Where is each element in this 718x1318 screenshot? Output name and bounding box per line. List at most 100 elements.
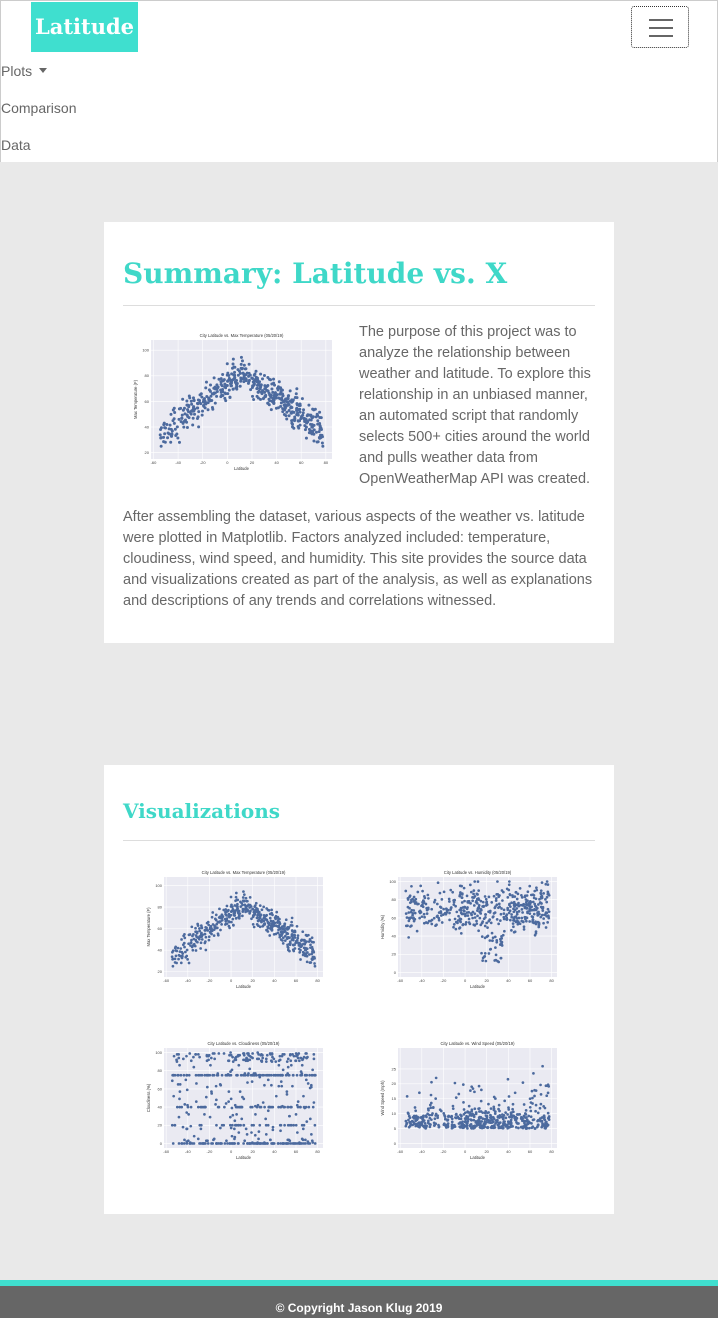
scatter-point (313, 962, 316, 965)
scatter-point (483, 924, 487, 928)
scatter-point (480, 951, 483, 955)
scatter-point (280, 930, 284, 933)
scatter-point (286, 1057, 290, 1061)
scatter-point (500, 889, 504, 892)
scatter-point (310, 1133, 313, 1136)
scatter-point (210, 405, 214, 409)
scatter-point (292, 418, 296, 422)
scatter-point (490, 1118, 494, 1122)
scatter-point (294, 939, 298, 943)
scatter-point (496, 880, 499, 883)
scatter-point (244, 373, 248, 377)
scatter-point (461, 1083, 465, 1086)
scatter-point (243, 367, 247, 371)
scatter-point (171, 419, 175, 423)
scatter-point (284, 918, 288, 922)
scatter-point (163, 432, 167, 436)
scatter-point (241, 910, 245, 913)
scatter-point (483, 951, 487, 955)
scatter-point (188, 1142, 192, 1145)
scatter-point (214, 1103, 217, 1106)
scatter-point (515, 912, 519, 916)
scatter-point (203, 1073, 207, 1077)
scatter-point (306, 1055, 309, 1059)
scatter-point (185, 420, 189, 424)
scatter-point (546, 1116, 550, 1120)
scatter-point (411, 1123, 415, 1127)
scatter-point (186, 408, 190, 412)
y-tick-label: 60 (145, 399, 150, 404)
scatter-point (219, 1083, 223, 1087)
scatter-point (490, 901, 494, 904)
scatter-point (266, 401, 270, 405)
scatter-point (463, 1117, 467, 1120)
scatter-point (210, 928, 214, 932)
scatter-point (489, 921, 493, 925)
scatter-point (411, 1120, 415, 1123)
scatter-point (256, 396, 260, 400)
temperature-plot-thumbnail[interactable]: -60 -40 -20 0 20 40 60 80 20 40 60 80 100 City Latitu… (142, 865, 327, 995)
scatter-point (207, 388, 211, 392)
scatter-point (269, 927, 272, 930)
scatter-point (282, 407, 286, 411)
scatter-point (230, 1106, 234, 1110)
brand-logo[interactable]: Latitude (31, 2, 138, 52)
scatter-point (199, 1127, 203, 1131)
scatter-point (195, 931, 199, 935)
x-tick-label: 0 (226, 460, 229, 465)
scatter-point (304, 948, 308, 952)
scatter-point (499, 940, 503, 943)
scatter-point (235, 1123, 239, 1127)
scatter-point (180, 1142, 183, 1145)
scatter-point (170, 1079, 174, 1083)
nav-comparison-link[interactable]: Comparison (1, 100, 77, 116)
scatter-point (430, 1080, 433, 1084)
scatter-point (242, 893, 246, 896)
x-tick-label: 20 (484, 978, 489, 983)
scatter-point (423, 915, 426, 919)
summary-temperature-plot[interactable]: -60 -40 -20 0 20 40 60 80 20 40 60 80 100 City Latitu… (126, 326, 336, 481)
cloudiness-plot-thumbnail[interactable]: -60 -40 -20 0 20 40 60 80 0 20 40 60 80 100 City Latit… (142, 1036, 327, 1166)
scatter-point (256, 907, 259, 911)
scatter-point (311, 1105, 315, 1109)
scatter-point (506, 1120, 510, 1124)
scatter-point (300, 1063, 304, 1067)
nav-data-link[interactable]: Data (1, 137, 31, 153)
scatter-point (543, 1106, 547, 1110)
scatter-point (205, 394, 209, 398)
scatter-point (312, 1101, 316, 1104)
scatter-point (506, 896, 510, 899)
scatter-point (237, 1123, 241, 1127)
scatter-point (533, 1088, 536, 1092)
scatter-point (234, 383, 238, 387)
scatter-point (502, 908, 506, 912)
navbar-toggle-button[interactable] (631, 6, 689, 48)
scatter-point (284, 1073, 288, 1077)
nav-plots-dropdown[interactable]: Plots (1, 62, 48, 80)
scatter-point (177, 1053, 180, 1056)
scatter-point (545, 900, 549, 904)
scatter-point (460, 1122, 463, 1126)
scatter-point (207, 935, 211, 939)
scatter-point (215, 922, 219, 926)
scatter-point (300, 397, 304, 401)
scatter-point (192, 1134, 196, 1138)
humidity-plot-thumbnail[interactable]: -60 -40 -20 0 20 40 60 80 0 20 40 60 80 100 City Latit… (376, 865, 561, 995)
scatter-point (416, 1117, 419, 1121)
scatter-point (189, 944, 192, 947)
scatter-point (494, 946, 497, 949)
scatter-point (284, 414, 288, 418)
scatter-point (188, 1052, 192, 1055)
scatter-point (509, 905, 512, 909)
scatter-point (451, 890, 455, 894)
scatter-point (491, 1120, 494, 1124)
scatter-point (236, 902, 239, 906)
scatter-point (239, 355, 243, 359)
scatter-point (473, 1090, 476, 1094)
y-tick-label: 100 (142, 348, 149, 353)
scatter-point (175, 1058, 178, 1062)
wind-speed-plot-thumbnail[interactable]: -60 -40 -20 0 20 40 60 80 0 5 10 15 20 25 City Latitud… (376, 1036, 561, 1166)
scatter-point (466, 900, 470, 903)
scatter-point (180, 1105, 184, 1109)
scatter-point (525, 1119, 529, 1122)
